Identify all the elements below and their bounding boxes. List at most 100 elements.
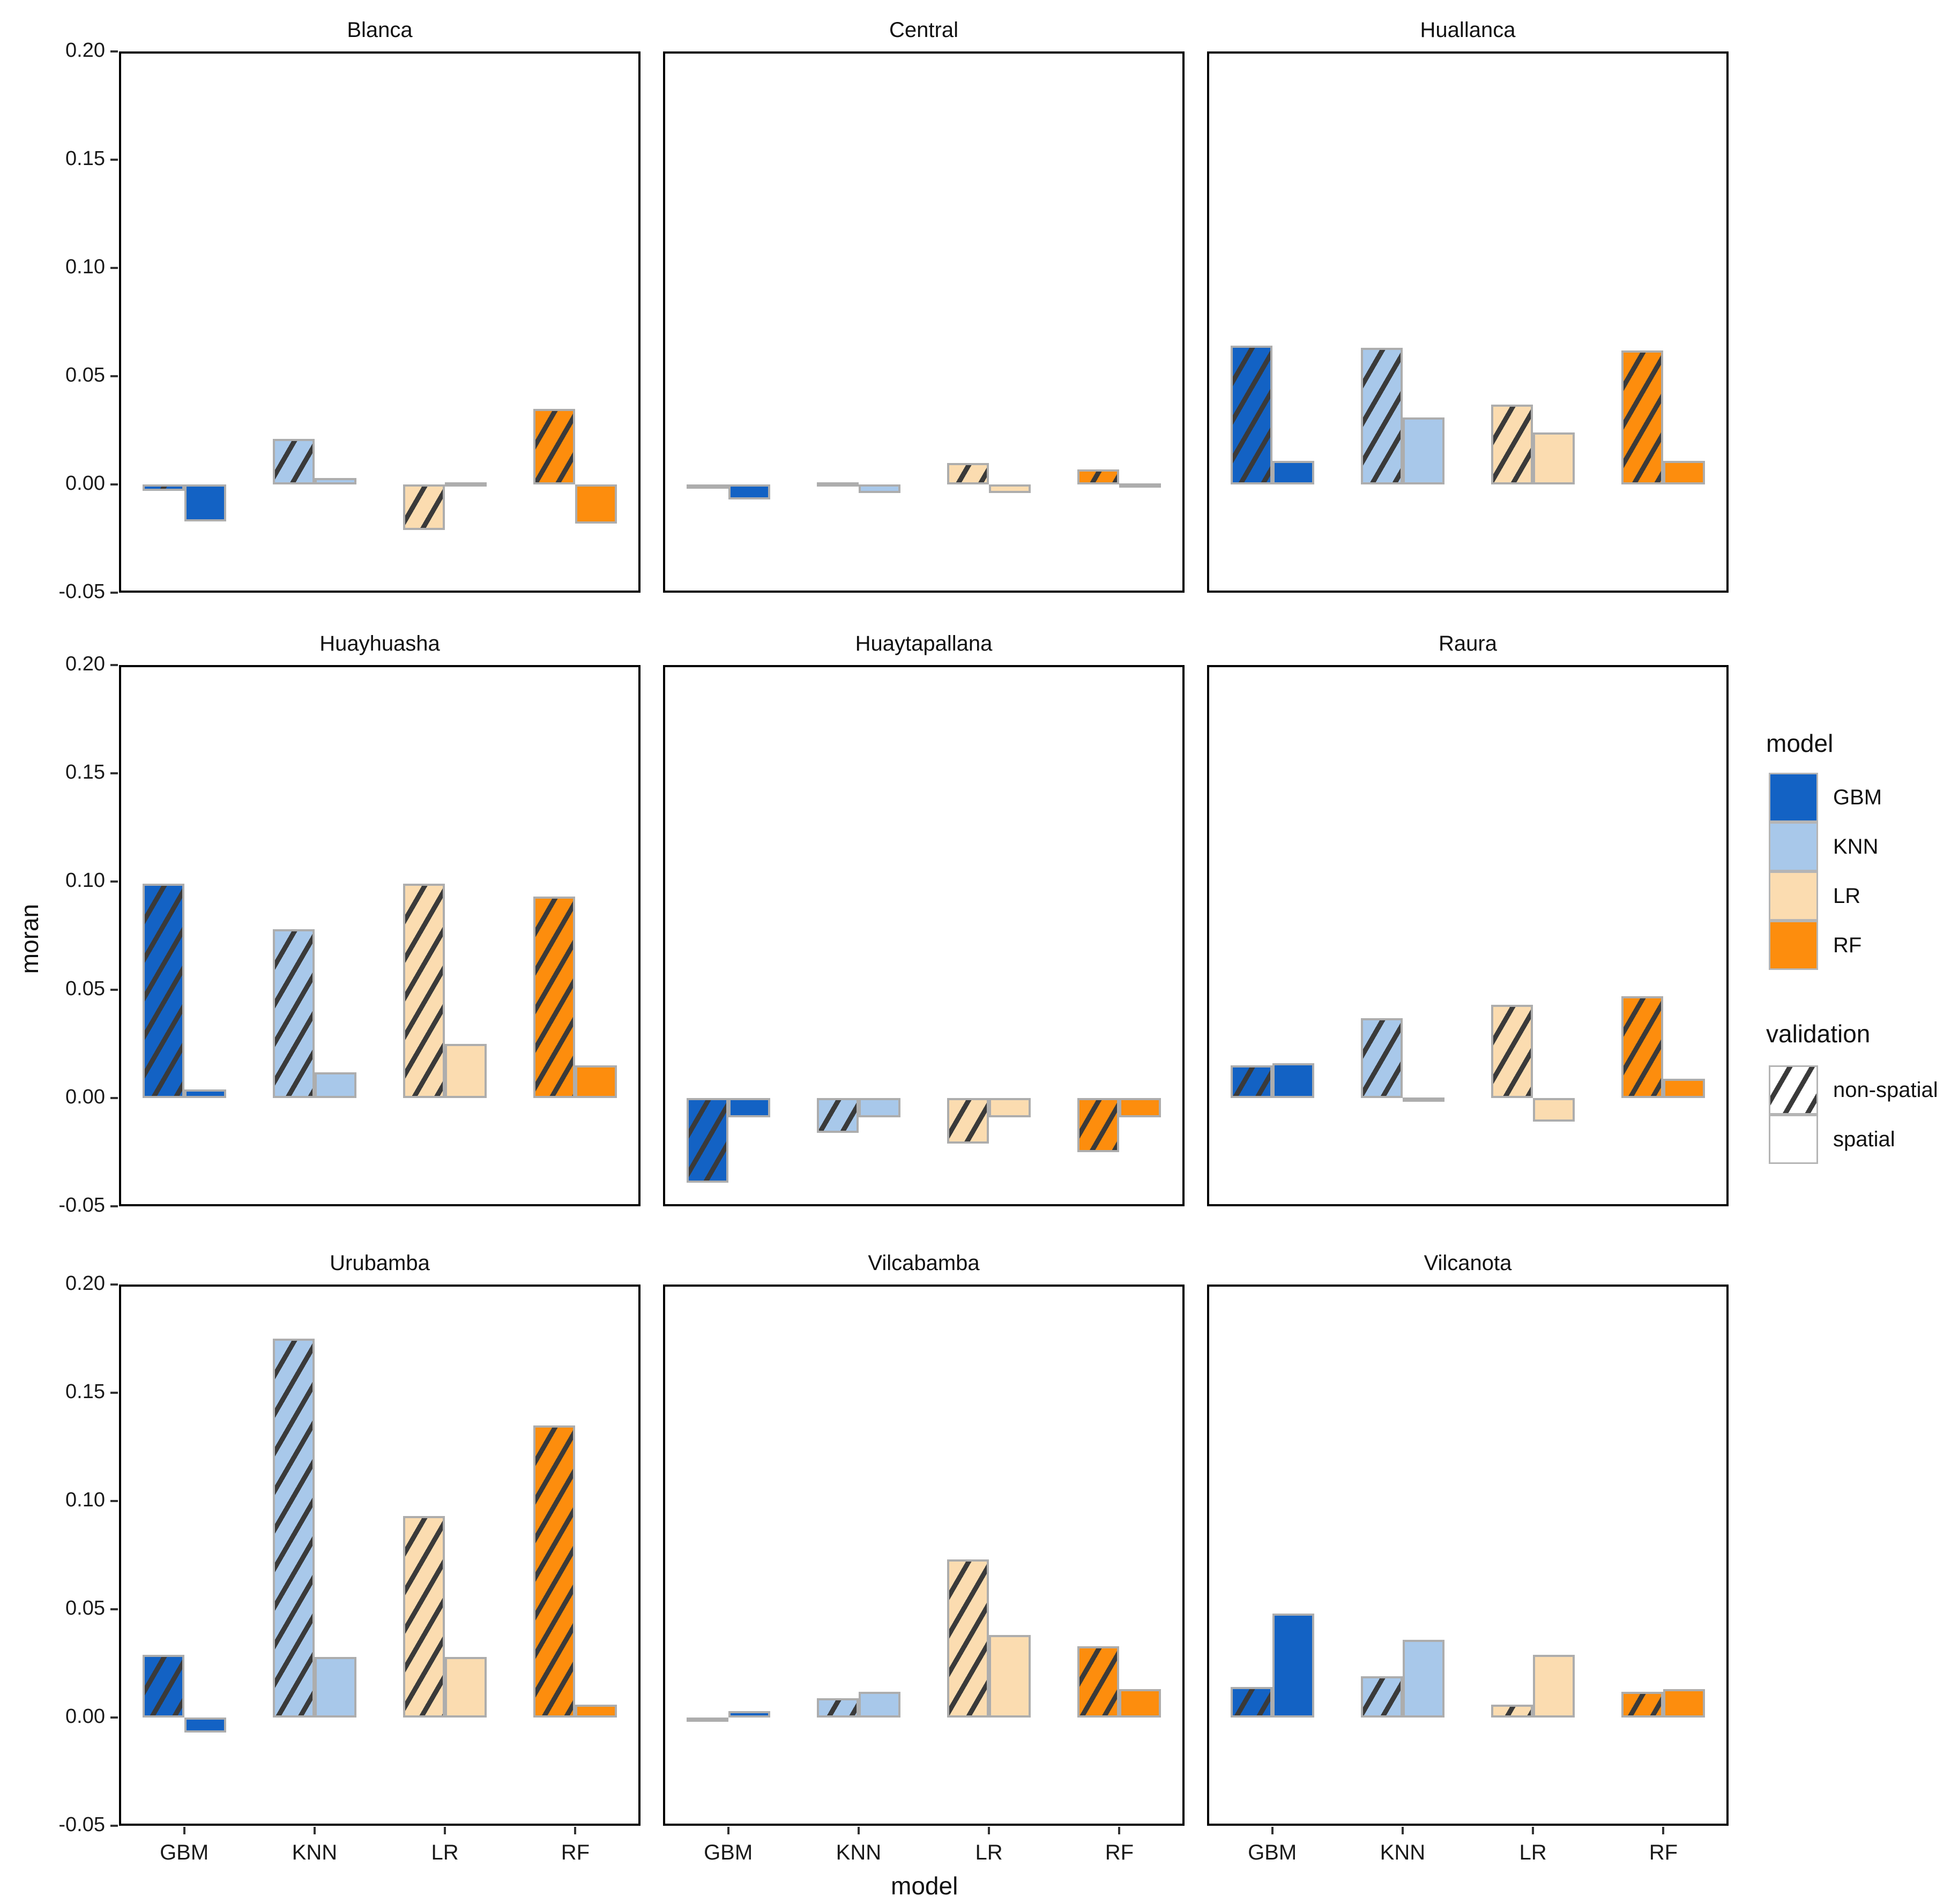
bar-rf-non-spatial <box>1077 1646 1120 1718</box>
legend-model-title: model <box>1766 729 1834 757</box>
y-tick-mark <box>110 1716 118 1719</box>
bar-rf-spatial <box>1663 460 1706 484</box>
bar-lr-spatial <box>1533 1098 1575 1122</box>
bar-knn-non-spatial <box>1360 1018 1403 1098</box>
bar-rf-spatial <box>1663 1078 1706 1098</box>
y-tick-mark <box>110 592 118 594</box>
x-tick-mark <box>727 1827 729 1834</box>
facet-title-central: Central <box>889 18 958 42</box>
y-tick-label: 0.15 <box>65 761 105 783</box>
bar-knn-non-spatial <box>272 439 315 484</box>
bar-lr-non-spatial <box>403 884 445 1098</box>
bar-gbm-non-spatial <box>1230 1687 1272 1718</box>
bar-gbm-non-spatial <box>142 484 184 491</box>
y-tick-mark <box>110 1283 118 1286</box>
bar-knn-spatial <box>858 1691 900 1718</box>
bar-gbm-non-spatial <box>142 884 184 1098</box>
x-tick-mark <box>1118 1827 1121 1834</box>
bar-gbm-spatial <box>184 484 226 521</box>
bar-lr-spatial <box>1533 432 1575 484</box>
bar-gbm-spatial <box>1272 1063 1314 1098</box>
x-tick-mark <box>1532 1827 1535 1834</box>
x-tick-label-knn: KNN <box>292 1841 338 1864</box>
bar-knn-non-spatial <box>272 1339 315 1718</box>
legend-swatch-gbm <box>1769 773 1818 822</box>
bar-lr-non-spatial <box>947 1559 989 1718</box>
bar-rf-non-spatial <box>1621 350 1664 484</box>
bar-gbm-non-spatial <box>686 484 728 489</box>
y-tick-label: 0.10 <box>65 256 105 278</box>
facet-panel-central <box>663 51 1185 593</box>
y-tick-mark <box>110 1500 118 1502</box>
legend-label-rf: RF <box>1833 934 1862 957</box>
bar-lr-non-spatial <box>947 1098 989 1144</box>
y-tick-label: 0.10 <box>65 1489 105 1511</box>
x-tick-mark <box>857 1827 860 1834</box>
x-tick-label-gbm: GBM <box>160 1841 209 1864</box>
y-tick-label: 0.15 <box>65 1380 105 1403</box>
y-tick-mark <box>110 1097 118 1099</box>
bar-knn-spatial <box>1402 417 1444 484</box>
bar-knn-non-spatial <box>1360 348 1403 484</box>
bar-gbm-spatial <box>1272 1614 1314 1718</box>
x-tick-mark <box>574 1827 577 1834</box>
bar-gbm-spatial <box>728 484 770 500</box>
facet-title-huaytapallana: Huaytapallana <box>855 632 993 655</box>
y-tick-mark <box>110 664 118 666</box>
y-axis-title: moran <box>16 904 44 974</box>
legend-swatch-knn <box>1769 822 1818 871</box>
x-tick-label-gbm: GBM <box>704 1841 753 1864</box>
facet-title-urubamba: Urubamba <box>330 1251 430 1275</box>
facet-title-vilcabamba: Vilcabamba <box>868 1251 980 1275</box>
bar-gbm-spatial <box>728 1711 770 1718</box>
bar-lr-non-spatial <box>1491 1005 1533 1098</box>
y-tick-mark <box>110 880 118 883</box>
bar-knn-spatial <box>1402 1097 1444 1102</box>
y-tick-label: -0.05 <box>58 580 105 603</box>
legend-swatch-lr <box>1769 871 1818 921</box>
legend-label-gbm: GBM <box>1833 786 1882 809</box>
facet-title-huayhuasha: Huayhuasha <box>319 632 440 655</box>
bar-gbm-spatial <box>184 1089 226 1098</box>
x-tick-label-lr: LR <box>431 1841 459 1864</box>
bar-rf-non-spatial <box>1077 469 1120 484</box>
y-tick-label: 0.00 <box>65 1705 105 1728</box>
x-tick-mark <box>183 1827 185 1834</box>
y-tick-label: -0.05 <box>58 1194 105 1216</box>
x-tick-label-rf: RF <box>561 1841 590 1864</box>
bar-lr-non-spatial <box>1491 404 1533 484</box>
facet-panel-blanca <box>119 51 641 593</box>
x-tick-mark <box>1662 1827 1665 1834</box>
x-tick-mark <box>1271 1827 1274 1834</box>
y-tick-mark <box>110 375 118 377</box>
bar-knn-non-spatial <box>816 1098 859 1133</box>
facet-panel-huallanca <box>1207 51 1729 593</box>
y-tick-label: 0.20 <box>65 1272 105 1295</box>
bar-rf-spatial <box>1663 1689 1706 1718</box>
y-tick-label: 0.05 <box>65 1597 105 1619</box>
bar-knn-spatial <box>858 1098 900 1118</box>
bar-rf-spatial <box>1119 1098 1161 1118</box>
y-tick-mark <box>110 267 118 269</box>
bar-knn-non-spatial <box>816 482 859 487</box>
bar-gbm-spatial <box>728 1098 770 1118</box>
facet-panel-huaytapallana <box>663 665 1185 1206</box>
bar-rf-non-spatial <box>1621 1691 1664 1718</box>
x-tick-label-lr: LR <box>1519 1841 1547 1864</box>
x-tick-mark <box>313 1827 316 1834</box>
legend-validation-title: validation <box>1766 1020 1871 1048</box>
y-tick-mark <box>110 159 118 161</box>
bar-gbm-spatial <box>1272 460 1314 484</box>
legend-swatch-spatial <box>1769 1115 1818 1164</box>
facet-panel-vilcabamba <box>663 1285 1185 1826</box>
bar-rf-spatial <box>575 1704 617 1718</box>
y-tick-mark <box>110 1392 118 1394</box>
bar-gbm-non-spatial <box>1230 1065 1272 1098</box>
bar-knn-non-spatial <box>816 1698 859 1718</box>
y-tick-mark <box>110 989 118 991</box>
y-tick-label: 0.00 <box>65 1086 105 1108</box>
facet-title-huallanca: Huallanca <box>1420 18 1516 42</box>
legend-label-knn: KNN <box>1833 835 1879 858</box>
x-tick-mark <box>444 1827 446 1834</box>
y-tick-mark <box>110 1825 118 1827</box>
